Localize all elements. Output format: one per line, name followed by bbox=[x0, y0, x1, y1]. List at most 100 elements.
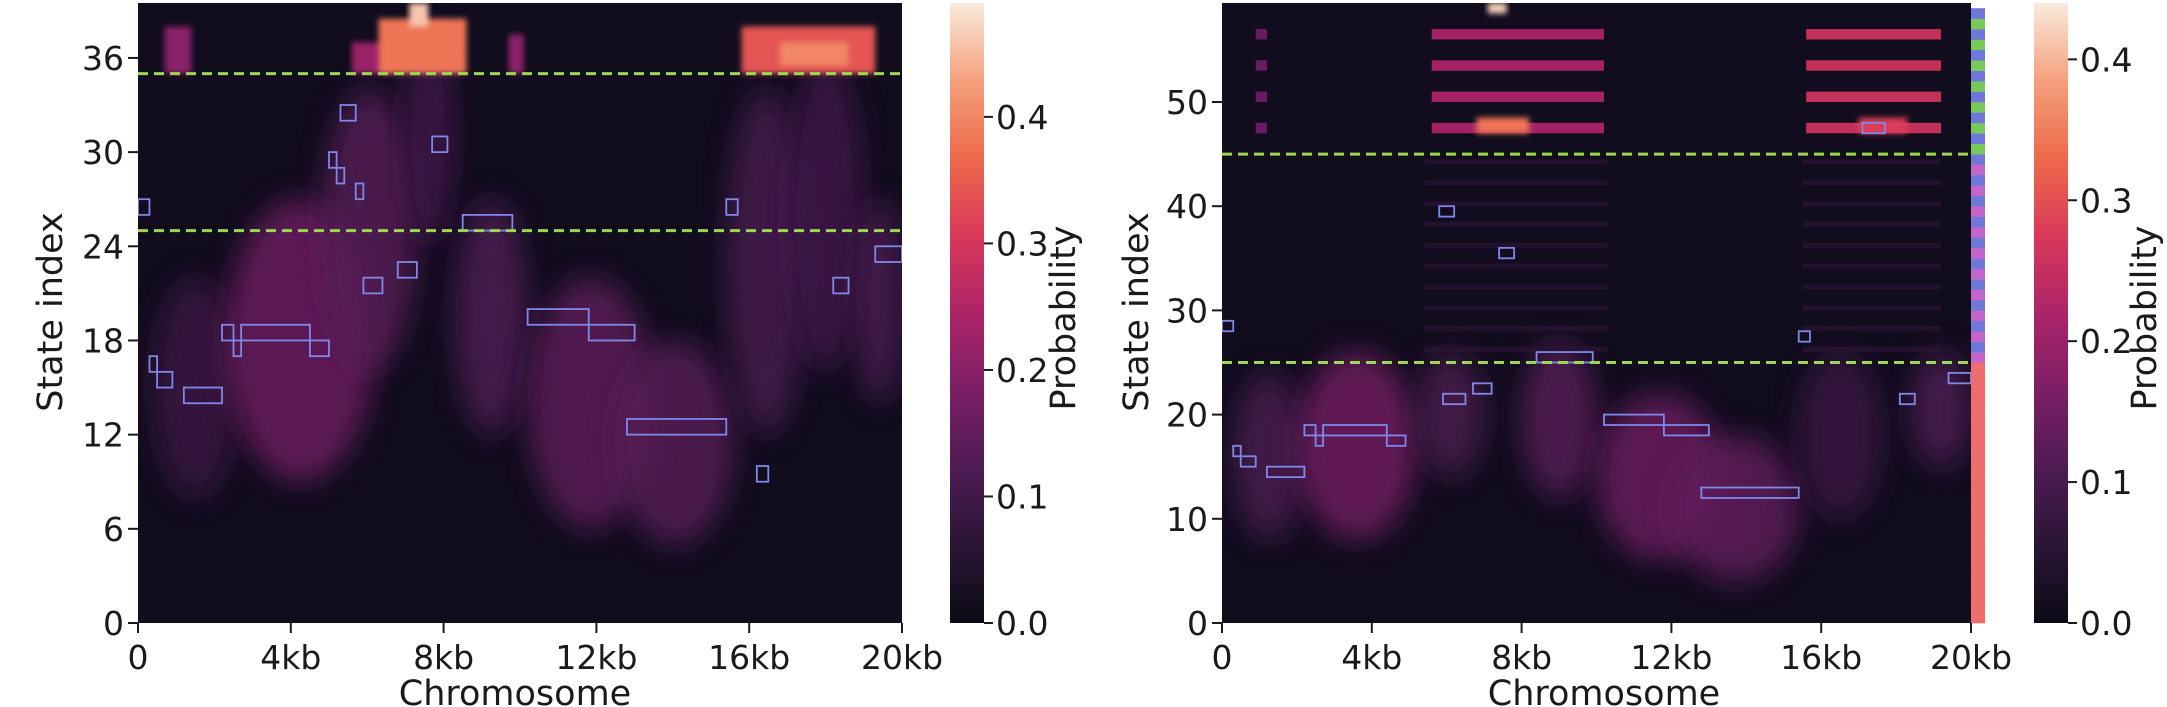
x-tick-label: 0 bbox=[128, 638, 149, 677]
state-group-cell bbox=[1971, 320, 1985, 332]
x-tick-label: 0 bbox=[1212, 638, 1233, 677]
state-group-cell bbox=[1971, 487, 1985, 499]
segment-outline bbox=[362, 276, 384, 295]
x-tick-label: 20kb bbox=[1930, 638, 2012, 677]
probability-band bbox=[1424, 159, 1608, 165]
segment-outline bbox=[232, 339, 243, 358]
probability-region bbox=[455, 199, 528, 435]
state-group-cell bbox=[1971, 518, 1985, 530]
x-tick-label: 12kb bbox=[1630, 638, 1712, 677]
state-group-cell bbox=[1971, 237, 1985, 249]
high-probability-spot bbox=[1487, 3, 1507, 14]
state-group-cell bbox=[1971, 70, 1985, 82]
state-group-cell bbox=[1971, 39, 1985, 51]
high-probability-band bbox=[1431, 29, 1604, 40]
state-group-cell bbox=[1971, 133, 1985, 144]
segment-outline bbox=[1861, 121, 1886, 135]
state-group-cell bbox=[1971, 279, 1985, 290]
probability-band bbox=[1802, 263, 1942, 269]
state-group-cell bbox=[1971, 91, 1985, 103]
segment-outline bbox=[1438, 205, 1456, 218]
state-group-cell bbox=[1971, 112, 1985, 124]
probability-region bbox=[856, 199, 902, 404]
probability-region bbox=[1521, 341, 1597, 498]
state-group-cell bbox=[1971, 310, 1985, 322]
state-group-cell bbox=[1971, 18, 1985, 30]
state-group-cell bbox=[1971, 299, 1985, 311]
probability-field bbox=[153, 3, 902, 545]
x-axis-ticks: 0 4kb 8kb 12kb 16kb 20kb bbox=[1212, 623, 2012, 677]
segment-outline bbox=[874, 245, 902, 263]
state-group-cell bbox=[1971, 49, 1985, 61]
segment-outline bbox=[339, 104, 357, 122]
x-tick-label: 8kb bbox=[413, 638, 474, 677]
probability-band bbox=[1802, 326, 1942, 332]
state-group-cell bbox=[1971, 477, 1985, 488]
y-tick-label: 0 bbox=[103, 604, 124, 643]
x-tick-label: 16kb bbox=[708, 638, 790, 677]
x-tick-label: 4kb bbox=[1341, 638, 1402, 677]
probability-band bbox=[1424, 200, 1608, 207]
x-tick-label: 8kb bbox=[1491, 638, 1552, 677]
segment-outline bbox=[587, 323, 636, 342]
probability-region bbox=[1233, 372, 1305, 540]
y-axis-label: State index bbox=[31, 212, 71, 412]
colorbar-tick-label: 0.0 bbox=[2080, 604, 2132, 643]
state-group-cell bbox=[1971, 456, 1985, 467]
x-axis-ticks: 0 4kb 8kb 12kb 16kb 20kb bbox=[128, 623, 943, 677]
colorbar-tick-label: 0.4 bbox=[996, 98, 1048, 137]
colorbar-tick-label: 0.0 bbox=[996, 604, 1048, 643]
probability-region bbox=[1296, 352, 1417, 540]
state-group-cell bbox=[1971, 289, 1985, 301]
high-probability-band bbox=[1806, 91, 1942, 102]
state-group-cell bbox=[1971, 550, 1985, 561]
colorbar-tick-label: 0.3 bbox=[2080, 181, 2132, 220]
probability-band bbox=[1424, 346, 1608, 353]
state-group-cell bbox=[1971, 29, 1985, 40]
probability-band bbox=[1802, 242, 1942, 248]
segment-outline bbox=[1603, 413, 1665, 426]
x-tick-label: 20kb bbox=[861, 638, 943, 677]
probability-region bbox=[1798, 352, 1882, 519]
segment-outline bbox=[832, 276, 850, 295]
segment-outline bbox=[755, 465, 770, 483]
colorbar: 0.0 0.1 0.2 0.3 0.4 bbox=[950, 3, 1048, 643]
segment-outline bbox=[156, 370, 174, 389]
segment-outline bbox=[308, 339, 330, 358]
segment-outline bbox=[1222, 319, 1235, 333]
y-tick-label: 36 bbox=[82, 39, 124, 78]
state-group-cell bbox=[1971, 362, 1985, 374]
probability-band bbox=[1424, 221, 1608, 228]
state-group-cell bbox=[1971, 216, 1985, 228]
segment-outline bbox=[354, 182, 365, 201]
state-group-cell bbox=[1971, 404, 1985, 415]
colorbar-label: Probability bbox=[1044, 225, 1084, 410]
y-tick-label: 6 bbox=[103, 510, 124, 549]
state-group-cell bbox=[1971, 81, 1985, 92]
colorbar-label: Probability bbox=[2125, 225, 2165, 410]
x-tick-label: 4kb bbox=[260, 638, 321, 677]
segment-outline bbox=[1322, 424, 1388, 437]
colorbar: 0.0 0.1 0.2 0.3 0.4 bbox=[2034, 3, 2132, 643]
state-group-cell bbox=[1971, 247, 1985, 259]
segment-outline bbox=[1498, 246, 1516, 260]
segment-outline bbox=[526, 308, 590, 326]
segment-outline bbox=[240, 323, 311, 342]
y-axis-ticks: 0 6 12 18 24 30 36 bbox=[82, 39, 138, 643]
high-probability-band bbox=[1806, 60, 1942, 71]
y-tick-label: 50 bbox=[1166, 83, 1208, 122]
state-group-cell bbox=[1971, 445, 1985, 457]
state-group-cell bbox=[1971, 414, 1985, 426]
high-probability-spot bbox=[378, 18, 467, 74]
heatmap-cells bbox=[138, 3, 902, 623]
y-tick-label: 0 bbox=[1187, 604, 1208, 643]
state-group-cell bbox=[1971, 383, 1985, 395]
segment-outline bbox=[148, 355, 159, 373]
segment-outline bbox=[1385, 434, 1407, 447]
segment-outline bbox=[725, 198, 739, 216]
probability-band bbox=[1424, 305, 1608, 311]
segment-outline bbox=[221, 323, 235, 342]
x-tick-label: 16kb bbox=[1780, 638, 1862, 677]
state-group-cell bbox=[1971, 8, 1985, 19]
high-probability-band bbox=[1255, 60, 1267, 71]
